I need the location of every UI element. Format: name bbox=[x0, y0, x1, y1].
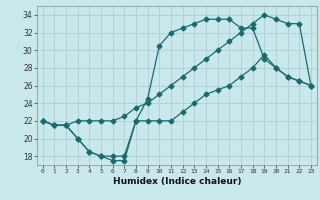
X-axis label: Humidex (Indice chaleur): Humidex (Indice chaleur) bbox=[113, 177, 241, 186]
